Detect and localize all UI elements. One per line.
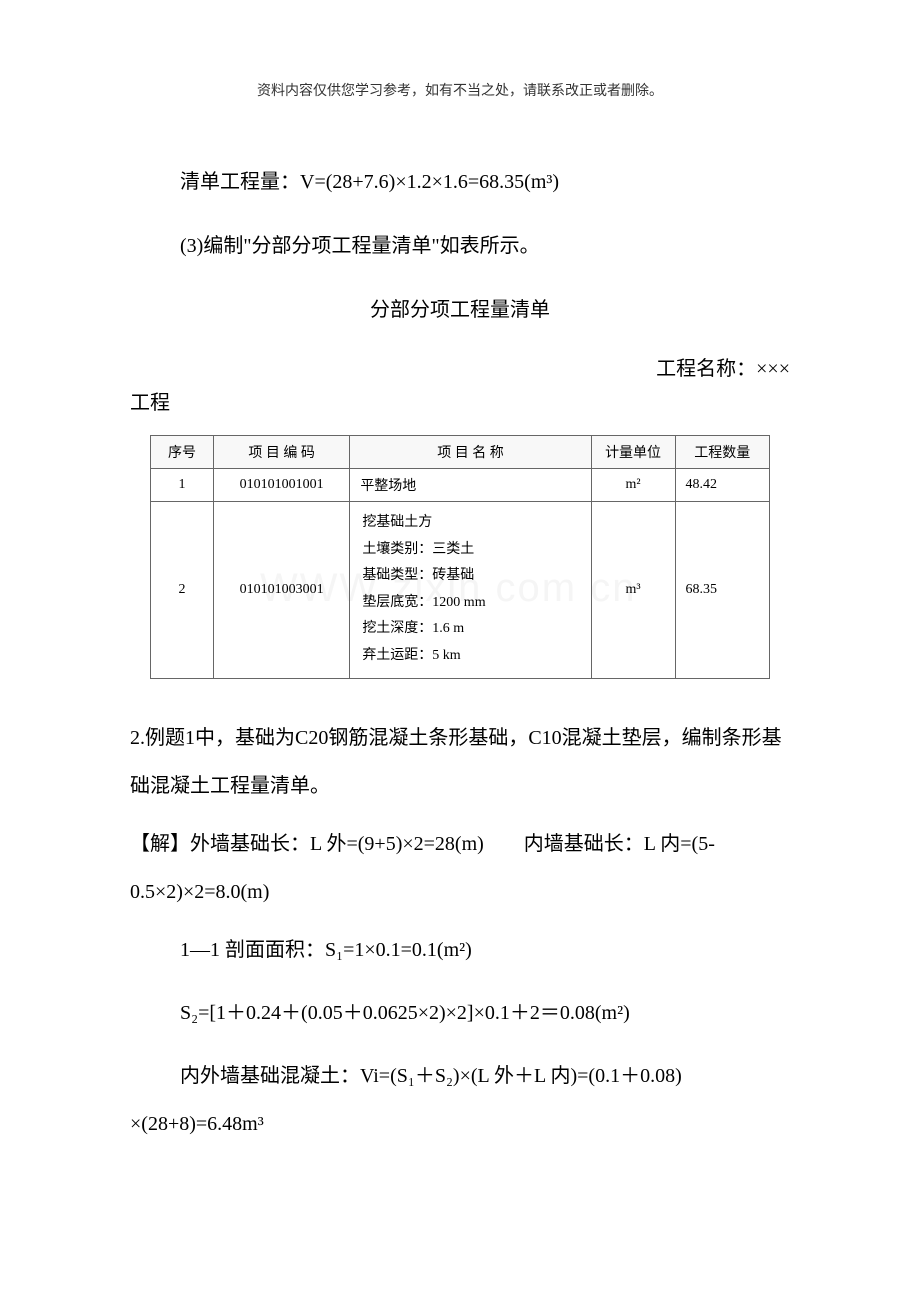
col-header-unit: 计量单位 [591,436,675,469]
cell-name-multiline: 挖基础土方 土壤类别：三类土 基础类型：砖基础 垫层底宽：1200 mm 挖土深… [350,502,591,679]
project-name-left: 工程 [130,386,790,415]
header-disclaimer: 资料内容仅供您学习参考，如有不当之处，请联系改正或者删除。 [130,80,790,100]
col-header-qty: 工程数量 [675,436,769,469]
col-header-seq: 序号 [151,436,214,469]
name-line: 弃土运距：5 km [362,643,578,670]
name-line: 挖基础土方 [362,510,578,537]
cell-code: 010101003001 [213,502,349,679]
quantity-table: 序号 项 目 编 码 项 目 名 称 计量单位 工程数量 1 010101001… [150,435,770,679]
table-row: 1 010101001001 平整场地 m² 48.42 [151,469,770,502]
solution-label: 【解】 [130,833,190,855]
cell-unit: m³ [591,502,675,679]
cell-qty: 48.42 [675,469,769,502]
cell-unit: m² [591,469,675,502]
solution-block: 【解】外墙基础长：L 外=(9+5)×2=28(m) 内墙基础长：L 内=(5-… [130,820,790,916]
quantity-table-container: 序号 项 目 编 码 项 目 名 称 计量单位 工程数量 1 010101001… [150,435,770,679]
project-name-right: 工程名称：××× [130,352,790,381]
name-line: 挖土深度：1.6 m [362,616,578,643]
example-2-text: 2.例题1中，基础为C20钢筋混凝土条形基础，C10混凝土垫层，编制条形基础混凝… [130,714,790,810]
cell-name: 平整场地 [350,469,591,502]
section-title: 分部分项工程量清单 [130,293,790,322]
name-line: 基础类型：砖基础 [362,563,578,590]
document-content: 资料内容仅供您学习参考，如有不当之处，请联系改正或者删除。 清单工程量：V=(2… [130,80,790,1148]
instruction-line: (3)编制"分部分项工程量清单"如表所示。 [130,224,790,268]
col-header-name: 项 目 名 称 [350,436,591,469]
col-header-code: 项 目 编 码 [213,436,349,469]
formula-line-1: 清单工程量：V=(28+7.6)×1.2×1.6=68.35(m³) [130,160,790,204]
solution-line-1: 外墙基础长：L 外=(9+5)×2=28(m) 内墙基础长：L 内=(5-0.5… [130,833,715,903]
cell-seq: 1 [151,469,214,502]
vi-formula-line2: ×(28+8)=6.48m³ [130,1100,790,1148]
section-1-1: 1—1 剖面面积：S₁=1×0.1=0.1(m²) [130,926,790,974]
cell-qty: 68.35 [675,502,769,679]
vi-formula-line1: 内外墙基础混凝土：Vi=(S₁＋S₂)×(L 外＋L 内)=(0.1＋0.08) [130,1052,790,1100]
table-header-row: 序号 项 目 编 码 项 目 名 称 计量单位 工程数量 [151,436,770,469]
s2-formula: S₂=[1＋0.24＋(0.05＋0.0625×2)×2]×0.1＋2＝0.08… [130,989,790,1037]
name-line: 垫层底宽：1200 mm [362,590,578,617]
cell-seq: 2 [151,502,214,679]
name-line: 土壤类别：三类土 [362,537,578,564]
cell-code: 010101001001 [213,469,349,502]
table-row: 2 010101003001 挖基础土方 土壤类别：三类土 基础类型：砖基础 垫… [151,502,770,679]
